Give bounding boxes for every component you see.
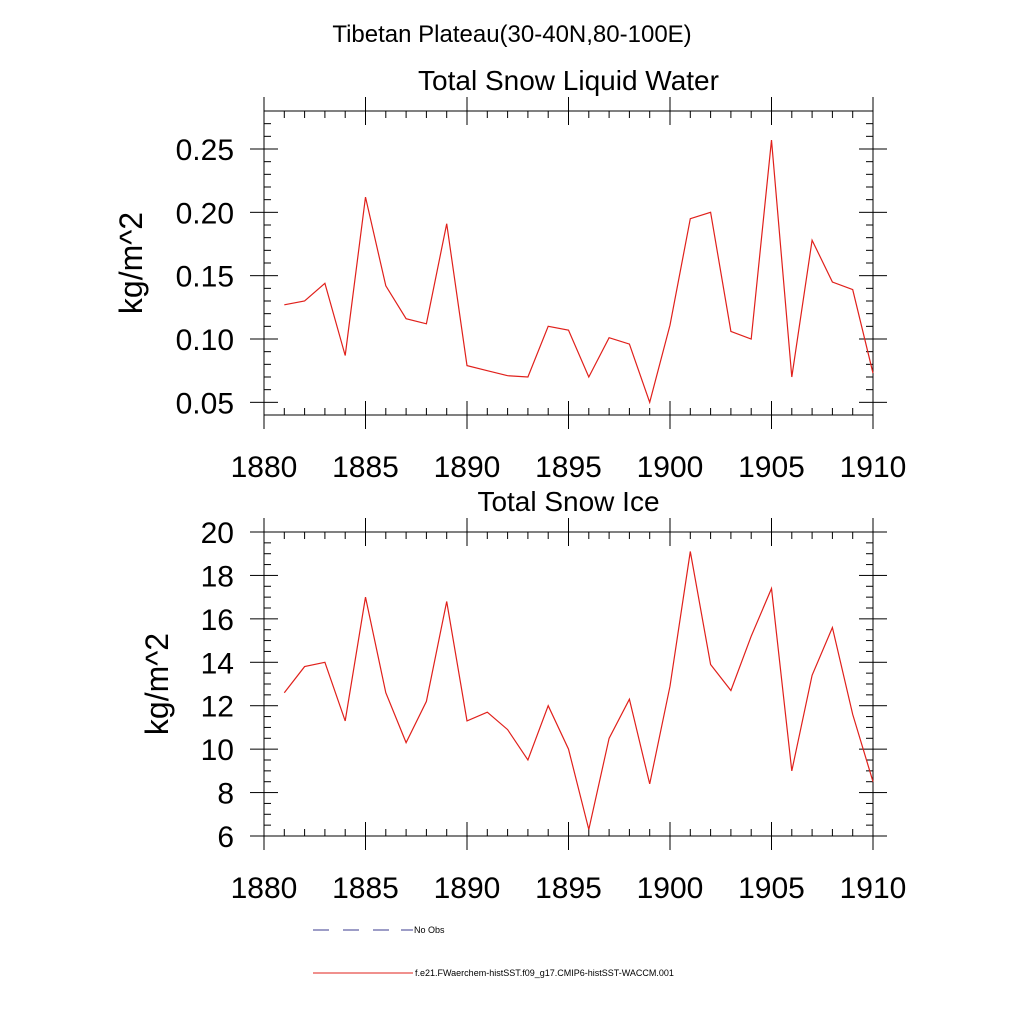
chart-panel-snow-ice: Total Snow Ice 1880 1885 1890 1895 1900 1905 19… [139, 486, 906, 905]
y-tick-label: 0.20 [176, 197, 234, 230]
y-tick-label: 20 [201, 517, 234, 550]
x-tick-label: 1880 [231, 872, 298, 905]
x-tick-label: 1905 [738, 872, 805, 905]
y-tick-label: 12 [201, 691, 234, 724]
chart-title: Total Snow Ice [477, 486, 659, 517]
y-tick-label: 0.25 [176, 134, 234, 167]
x-tick-label: 1890 [434, 872, 501, 905]
y-tick-label: 8 [217, 778, 234, 811]
y-tick-label: 14 [201, 647, 234, 680]
figure-title: Tibetan Plateau(30-40N,80-100E) [332, 21, 691, 48]
x-tick-label: 1885 [332, 451, 399, 484]
x-tick-label: 1910 [840, 451, 907, 484]
x-tick-label: 1885 [332, 872, 399, 905]
x-tick-label: 1900 [637, 872, 704, 905]
y-tick-label: 0.10 [176, 324, 234, 357]
y-tick-label: 16 [201, 604, 234, 637]
x-tick-label: 1895 [535, 872, 602, 905]
y-tick-label: 10 [201, 734, 234, 767]
y-tick-label: 0.05 [176, 387, 234, 420]
y-tick-label: 6 [217, 821, 234, 854]
y-axis-label: kg/m^2 [139, 633, 175, 735]
y-axis-label: kg/m^2 [113, 212, 149, 314]
y-tick-label: 18 [201, 560, 234, 593]
chart-panel-snow-liquid-water: Total Snow Liquid Water 1880 1885 1890 1895 1… [113, 65, 906, 484]
series-line [283, 551, 874, 830]
x-tick-label: 1910 [840, 872, 907, 905]
legend-label-no-obs: No Obs [414, 925, 445, 935]
x-tick-label: 1900 [637, 451, 704, 484]
y-tick-label: 0.15 [176, 261, 234, 294]
legend: No Obs f.e21.FWaerchem-histSST.f09_g17.C… [313, 925, 674, 978]
legend-label-model-run: f.e21.FWaerchem-histSST.f09_g17.CMIP6-hi… [415, 968, 674, 978]
x-tick-label: 1890 [434, 451, 501, 484]
series-line [284, 140, 874, 405]
x-tick-label: 1895 [535, 451, 602, 484]
x-tick-label: 1905 [738, 451, 805, 484]
chart-title: Total Snow Liquid Water [418, 65, 719, 96]
x-tick-label: 1880 [231, 451, 298, 484]
